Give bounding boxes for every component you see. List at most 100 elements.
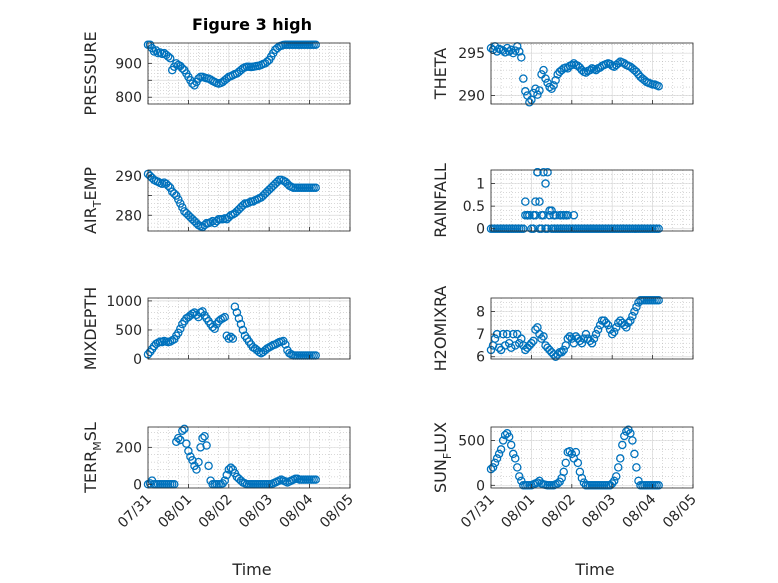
axes-box-h2omixra: [490, 297, 694, 360]
data-point: [618, 440, 627, 450]
data-point: [603, 320, 613, 330]
data-point: [563, 210, 573, 220]
y-tick-label: 280: [115, 208, 142, 224]
data-point: [539, 210, 548, 220]
data-point: [238, 325, 248, 335]
minor-grid-pressure: [147, 42, 351, 105]
data-point: [220, 312, 230, 322]
axes-box-pressure: [147, 42, 351, 105]
data-point: [517, 53, 526, 62]
y-tick-label: 500: [115, 323, 142, 339]
subplot-air_temp: 280 290 AIRTEMP: [81, 167, 351, 234]
y-tick-label: 500: [458, 433, 485, 449]
y-tick-label: 290: [115, 169, 142, 185]
data-point: [525, 98, 534, 107]
data-point: [194, 74, 203, 83]
y-tick-label: 0: [133, 477, 142, 493]
data-point: [565, 332, 575, 341]
subplot-rainfall: 0 0.5 1 RAINFALL: [431, 163, 694, 238]
data-point: [551, 210, 560, 220]
data-point: [581, 329, 591, 339]
data-point: [194, 457, 203, 467]
series-pressure: [143, 40, 320, 90]
data-point: [224, 334, 234, 343]
data-point: [515, 338, 524, 348]
data-point: [502, 329, 512, 339]
data-point: [236, 319, 246, 329]
data-point: [630, 449, 639, 459]
data-point: [182, 439, 191, 448]
data-point: [506, 440, 516, 450]
data-point: [654, 224, 663, 233]
series-air_temp: [143, 169, 320, 232]
y-tick-label: 1: [476, 177, 485, 193]
data-point: [535, 197, 544, 206]
data-point: [527, 338, 536, 348]
y-tick-label: 900: [115, 56, 142, 72]
data-point: [539, 168, 548, 177]
data-point: [537, 334, 546, 343]
data-point: [311, 183, 320, 192]
data-point: [515, 47, 524, 56]
y-axis-label-air_temp: AIRTEMP: [81, 167, 104, 234]
data-point: [490, 334, 500, 343]
data-point: [537, 224, 546, 233]
data-point: [513, 463, 522, 472]
data-point: [224, 465, 234, 474]
data-point: [176, 435, 185, 445]
data-point: [184, 446, 193, 456]
data-point: [200, 431, 209, 441]
data-point: [622, 427, 631, 436]
series-rainfall: [486, 168, 663, 233]
data-point: [607, 329, 617, 339]
y-axis-label-pressure: PRESSURE: [81, 31, 100, 115]
y-tick-label: 0: [476, 222, 485, 238]
data-point: [531, 84, 540, 94]
data-point: [543, 224, 552, 233]
data-point: [165, 54, 175, 63]
data-point: [204, 461, 213, 471]
y-tick-label: 8: [476, 305, 485, 321]
y-axis-label-sun_flux: SUNFLUX: [431, 422, 454, 493]
data-point: [551, 76, 560, 85]
data-point: [311, 475, 320, 484]
data-point: [535, 329, 544, 339]
data-point: [654, 481, 663, 490]
data-point: [529, 224, 538, 233]
data-point: [632, 67, 641, 77]
data-point: [591, 329, 601, 339]
data-point: [232, 308, 242, 317]
y-axis-label-mixdepth: MIXDEPTH: [81, 287, 100, 370]
minor-grid-rainfall: [490, 169, 694, 231]
axes-box-theta: [490, 42, 694, 105]
data-point: [533, 168, 542, 177]
data-point: [508, 48, 518, 58]
data-point: [614, 463, 623, 472]
data-point: [163, 181, 173, 190]
data-point: [504, 432, 514, 442]
subplot-theta: 290 295 THETA: [431, 42, 694, 107]
data-point: [557, 347, 566, 357]
data-point: [616, 454, 625, 463]
data-point: [508, 329, 518, 339]
data-point: [226, 332, 236, 342]
data-point: [533, 90, 542, 99]
data-point: [624, 318, 633, 328]
data-point: [230, 302, 240, 311]
data-point: [589, 334, 599, 343]
axes-box-air_temp: [147, 169, 351, 232]
data-point: [192, 465, 201, 474]
data-point: [498, 329, 508, 339]
data-point: [654, 296, 663, 305]
data-point: [234, 314, 244, 323]
data-point: [531, 210, 540, 220]
axes-box-mixdepth: [147, 297, 351, 360]
data-point: [273, 177, 282, 187]
y-tick-label: 0: [476, 478, 485, 494]
data-point: [559, 467, 568, 477]
data-point: [563, 334, 573, 343]
data-point: [525, 210, 534, 220]
y-tick-label: 1000: [106, 294, 142, 310]
data-point: [226, 463, 236, 472]
right-x-axis-label: Time: [574, 560, 614, 579]
